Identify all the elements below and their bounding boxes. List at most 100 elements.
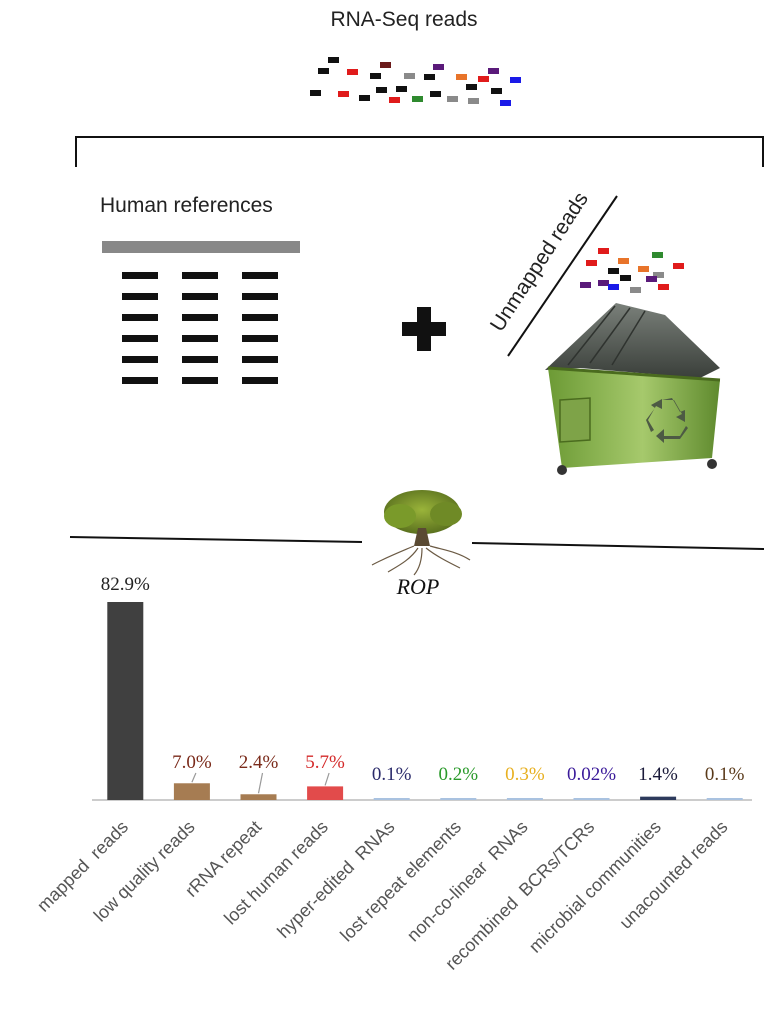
read bbox=[598, 248, 609, 254]
reference-line bbox=[182, 314, 218, 321]
reference-line bbox=[242, 356, 278, 363]
reference-line bbox=[242, 293, 278, 300]
reference-grid bbox=[122, 272, 278, 384]
bar bbox=[506, 798, 543, 800]
read bbox=[310, 90, 321, 96]
rop-divider-right bbox=[471, 542, 765, 550]
category-label: lost repeat elements bbox=[336, 817, 465, 946]
read bbox=[491, 88, 502, 94]
read bbox=[638, 266, 649, 272]
read bbox=[652, 252, 663, 258]
reference-line bbox=[122, 272, 158, 279]
bar bbox=[373, 798, 410, 800]
bar bbox=[307, 786, 344, 800]
read bbox=[658, 284, 669, 290]
reference-line bbox=[182, 293, 218, 300]
reference-line bbox=[242, 377, 278, 384]
value-label: 5.7% bbox=[305, 752, 345, 773]
read bbox=[510, 77, 521, 83]
category-label: microbial communities bbox=[525, 817, 665, 957]
read bbox=[646, 276, 657, 282]
bar bbox=[440, 798, 477, 800]
rop-label: ROP bbox=[396, 574, 440, 599]
reference-line bbox=[122, 335, 158, 342]
value-label: 0.1% bbox=[372, 764, 412, 785]
read bbox=[447, 96, 458, 102]
label-leader bbox=[257, 772, 264, 794]
read bbox=[430, 91, 441, 97]
reference-line bbox=[242, 314, 278, 321]
read bbox=[488, 68, 499, 74]
unmapped-divider-line bbox=[507, 195, 618, 357]
category-label: non-co-linear RNAs bbox=[403, 817, 532, 946]
read bbox=[653, 272, 664, 278]
reference-line bbox=[182, 377, 218, 384]
read bbox=[389, 97, 400, 103]
reference-line bbox=[122, 377, 158, 384]
category-label: hyper-edited RNAs bbox=[273, 817, 398, 942]
value-label: 2.4% bbox=[239, 752, 279, 773]
read bbox=[630, 287, 641, 293]
reference-line bbox=[182, 335, 218, 342]
value-label: 0.2% bbox=[439, 764, 479, 785]
read bbox=[618, 258, 629, 264]
reference-line bbox=[122, 293, 158, 300]
read bbox=[466, 84, 477, 90]
reference-line bbox=[122, 314, 158, 321]
title: RNA-Seq reads bbox=[330, 8, 477, 31]
read bbox=[404, 73, 415, 79]
reference-bar bbox=[102, 241, 300, 253]
read bbox=[380, 62, 391, 68]
unmapped-reads-label: Unmapped reads bbox=[486, 188, 593, 336]
bar bbox=[640, 796, 677, 800]
bar bbox=[107, 602, 144, 800]
read bbox=[673, 263, 684, 269]
read bbox=[338, 91, 349, 97]
reference-line bbox=[242, 272, 278, 279]
reference-line bbox=[182, 356, 218, 363]
read bbox=[433, 64, 444, 70]
read bbox=[424, 74, 435, 80]
read bbox=[598, 280, 609, 286]
dumpster-icon bbox=[545, 303, 721, 475]
read bbox=[328, 57, 339, 63]
read bbox=[396, 86, 407, 92]
label-leader bbox=[191, 772, 197, 783]
value-label: 0.3% bbox=[505, 764, 545, 785]
read bbox=[500, 100, 511, 106]
reference-line bbox=[122, 356, 158, 363]
read bbox=[359, 95, 370, 101]
read bbox=[580, 282, 591, 288]
value-label: 7.0% bbox=[172, 752, 212, 773]
bar bbox=[173, 783, 210, 800]
read bbox=[456, 74, 467, 80]
read bbox=[376, 87, 387, 93]
read bbox=[620, 275, 631, 281]
read bbox=[478, 76, 489, 82]
value-label: 0.1% bbox=[705, 764, 745, 785]
value-label: 82.9% bbox=[101, 574, 150, 595]
read bbox=[370, 73, 381, 79]
unmapped-reads-cluster bbox=[580, 248, 684, 293]
rop-divider-left bbox=[69, 536, 363, 543]
read bbox=[608, 268, 619, 274]
reference-line bbox=[182, 272, 218, 279]
read bbox=[608, 284, 619, 290]
rna-seq-reads-cluster bbox=[310, 57, 521, 106]
read bbox=[412, 96, 423, 102]
label-leader bbox=[324, 772, 330, 786]
tree-icon bbox=[371, 490, 471, 576]
bar bbox=[706, 798, 743, 800]
bar bbox=[573, 798, 610, 800]
reference-line bbox=[242, 335, 278, 342]
bar bbox=[240, 794, 277, 800]
split-bracket bbox=[75, 136, 764, 167]
plus-icon bbox=[402, 307, 446, 351]
read bbox=[586, 260, 597, 266]
read bbox=[347, 69, 358, 75]
value-label: 1.4% bbox=[638, 764, 678, 785]
read bbox=[318, 68, 329, 74]
value-label: 0.02% bbox=[567, 764, 616, 785]
